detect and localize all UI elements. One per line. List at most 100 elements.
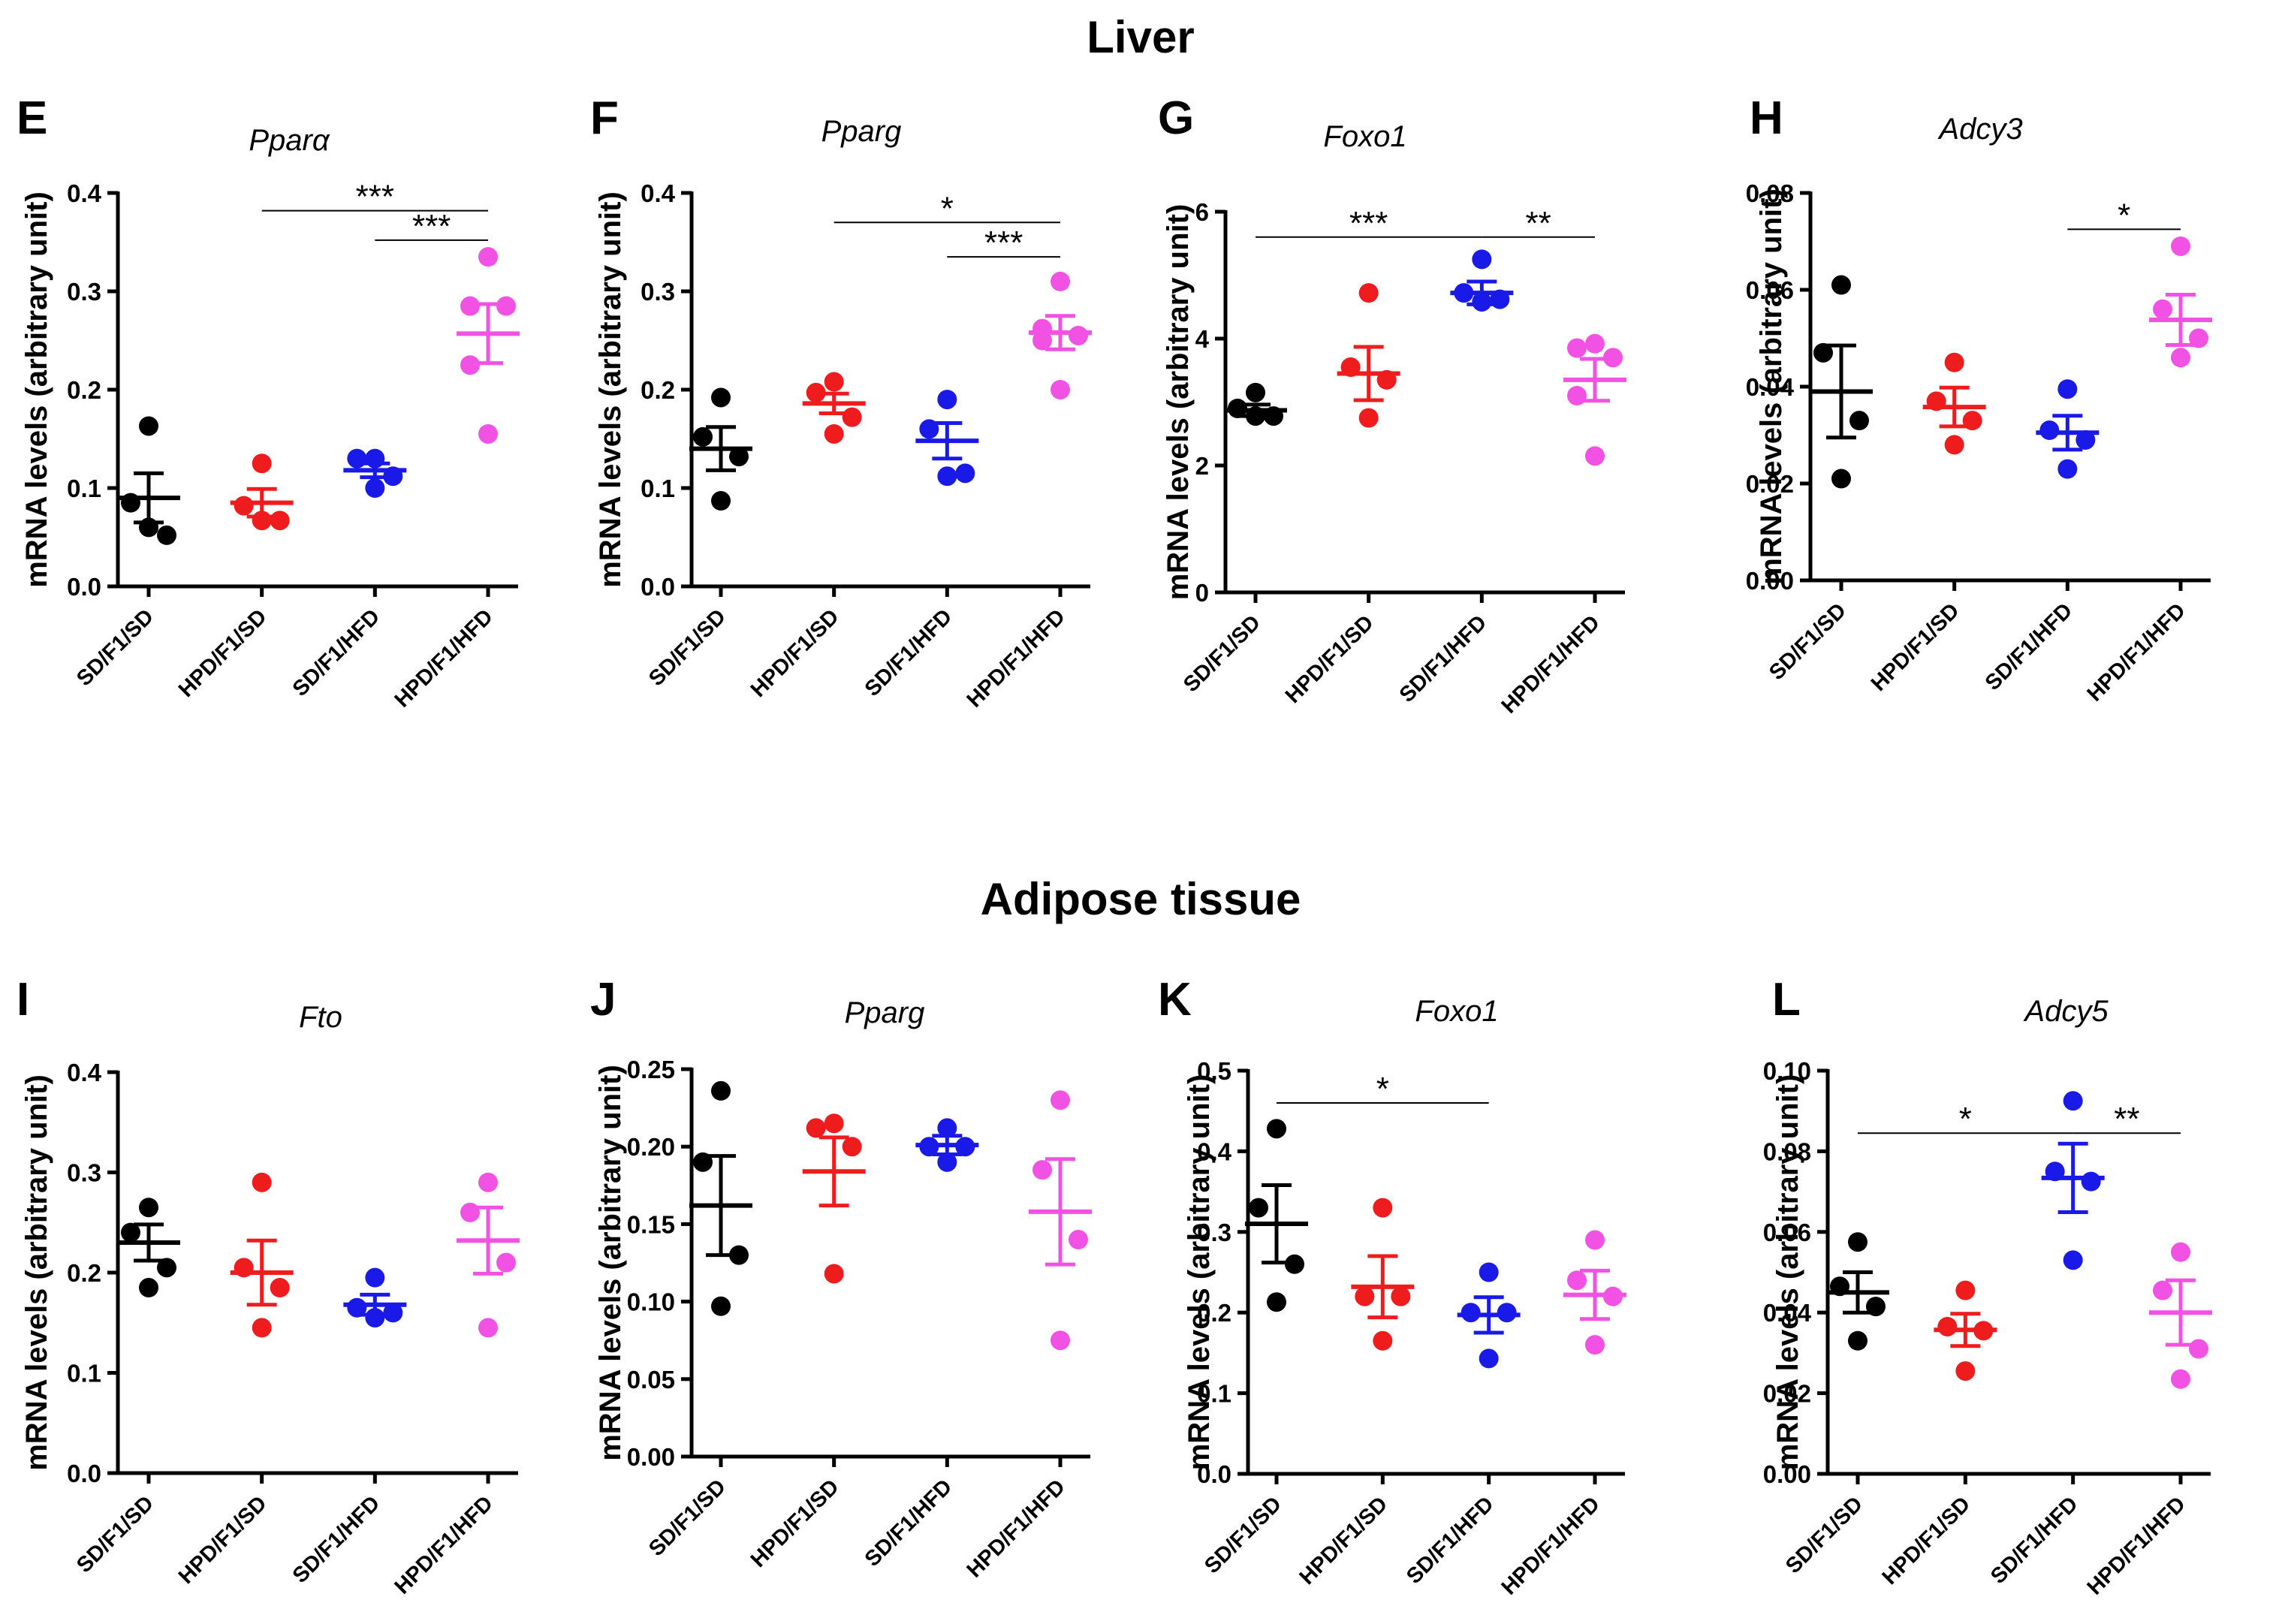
data-point bbox=[1069, 1230, 1088, 1250]
panel-letter: F bbox=[590, 92, 619, 144]
panel-G: G Foxo1 mRNA levels (arbitrary unit) 0 2 4 6 SD… bbox=[1158, 92, 1626, 719]
y-tick-label: 0.04 bbox=[1746, 373, 1795, 401]
significance-label: * bbox=[2118, 197, 2130, 234]
x-tick-label: HPD/F1/SD bbox=[1281, 610, 1379, 708]
y-tick-label: 0.1 bbox=[67, 1360, 101, 1387]
group-HPD/F1/SD bbox=[1337, 283, 1400, 428]
y-tick-label: 0.4 bbox=[67, 1059, 102, 1086]
panel-letter: H bbox=[1750, 92, 1783, 144]
panel-letter: K bbox=[1158, 974, 1192, 1026]
significance-label: * bbox=[1959, 1101, 1972, 1137]
data-point bbox=[2057, 459, 2078, 479]
data-point bbox=[1285, 1254, 1304, 1274]
y-tick-label: 0.5 bbox=[1197, 1057, 1231, 1085]
data-point bbox=[842, 407, 862, 427]
data-point bbox=[2081, 1171, 2101, 1192]
group-SD/F1/HFD bbox=[1450, 249, 1514, 312]
panel-letter: L bbox=[1772, 974, 1801, 1026]
data-point bbox=[711, 1296, 731, 1316]
y-tick-label: 0.0 bbox=[1197, 1460, 1231, 1488]
group-SD/F1/SD bbox=[117, 416, 180, 545]
data-point bbox=[1472, 249, 1492, 270]
y-tick-label: 0.3 bbox=[67, 1159, 101, 1187]
data-point bbox=[1373, 1330, 1393, 1351]
data-point bbox=[1567, 338, 1587, 358]
data-point bbox=[252, 453, 272, 474]
panel-title: Pparg bbox=[845, 996, 925, 1029]
data-point bbox=[1032, 330, 1052, 351]
x-tick-label: HPD/F1/SD bbox=[174, 1491, 272, 1589]
data-point bbox=[157, 525, 176, 545]
group-SD/F1/HFD bbox=[343, 1267, 407, 1328]
significance-label: *** bbox=[1349, 205, 1388, 242]
data-point bbox=[1585, 1335, 1605, 1355]
x-tick-label: HPD/F1/HFD bbox=[963, 1475, 1070, 1582]
y-tick-label: 0.00 bbox=[1746, 567, 1794, 595]
data-point bbox=[1246, 382, 1265, 402]
data-point bbox=[711, 491, 731, 511]
data-point bbox=[383, 1303, 403, 1323]
group-HPD/F1/SD bbox=[802, 1113, 866, 1284]
y-tick-label: 0.10 bbox=[1763, 1057, 1811, 1085]
group-HPD/F1/HFD bbox=[1563, 1230, 1626, 1355]
data-point bbox=[1069, 325, 1088, 345]
data-point bbox=[1497, 1303, 1517, 1323]
y-tick-label: 0.02 bbox=[1746, 470, 1794, 498]
x-tick-label: SD/F1/HFD bbox=[1402, 1492, 1499, 1589]
x-tick-label: HPD/F1/SD bbox=[174, 604, 272, 702]
panel-letter: I bbox=[17, 974, 29, 1026]
data-point bbox=[824, 423, 844, 444]
group-SD/F1/SD bbox=[1810, 275, 1873, 489]
group-HPD/F1/HFD bbox=[1563, 333, 1626, 466]
data-point bbox=[460, 296, 480, 316]
y-tick-label: 0.0 bbox=[67, 1460, 101, 1487]
significance-label: *** bbox=[356, 179, 394, 215]
y-tick-label: 0.00 bbox=[1763, 1460, 1811, 1488]
data-point bbox=[2063, 1250, 2083, 1270]
x-tick-label: SD/F1/HFD bbox=[861, 604, 957, 701]
y-tick-label: 0.2 bbox=[67, 1259, 101, 1287]
y-tick-label: 0.2 bbox=[641, 376, 675, 404]
group-HPD/F1/SD bbox=[1934, 1280, 1997, 1381]
y-tick-label: 0.08 bbox=[1746, 179, 1794, 207]
x-tick-label: HPD/F1/SD bbox=[746, 1475, 844, 1572]
group-HPD/F1/SD bbox=[230, 1172, 294, 1338]
data-point bbox=[937, 1152, 957, 1172]
x-tick-label: HPD/F1/SD bbox=[1295, 1492, 1393, 1589]
data-point bbox=[1831, 275, 1851, 295]
group-SD/F1/SD bbox=[689, 1080, 752, 1316]
data-point bbox=[1937, 1316, 1958, 1336]
y-axis-label: mRNA levels (arbitrary unit) bbox=[20, 191, 53, 588]
x-tick-label: HPD/F1/HFD bbox=[963, 604, 1070, 712]
panel-J: J Pparg mRNA levels (arbitrary unit) 0.00 0.… bbox=[590, 974, 1092, 1583]
data-point bbox=[1849, 411, 1869, 431]
y-tick-label: 0.02 bbox=[1763, 1380, 1811, 1408]
data-point bbox=[139, 1278, 158, 1298]
x-tick-label: SD/F1/HFD bbox=[861, 1475, 957, 1571]
x-tick-label: SD/F1/SD bbox=[1765, 598, 1851, 685]
group-SD/F1/HFD bbox=[343, 448, 407, 498]
data-point bbox=[1358, 283, 1379, 303]
group-SD/F1/SD bbox=[117, 1198, 180, 1298]
significance-label: ** bbox=[1526, 205, 1551, 242]
data-point bbox=[1267, 1119, 1286, 1139]
y-tick-label: 0.10 bbox=[627, 1288, 675, 1316]
data-point bbox=[1032, 1160, 1052, 1180]
data-point bbox=[1355, 1286, 1375, 1306]
group-SD/F1/SD bbox=[1245, 1119, 1308, 1312]
x-tick-label: HPD/F1/SD bbox=[746, 604, 844, 702]
data-point bbox=[1391, 1286, 1411, 1306]
data-point bbox=[842, 1137, 862, 1157]
x-tick-label: HPD/F1/SD bbox=[1867, 598, 1964, 696]
significance-label: *** bbox=[984, 224, 1023, 261]
significance-label: * bbox=[941, 190, 954, 227]
data-point bbox=[824, 1264, 844, 1284]
data-point bbox=[1585, 1230, 1605, 1250]
data-point bbox=[955, 463, 975, 484]
y-axis-label: mRNA levels (arbitrary unit) bbox=[20, 1074, 53, 1471]
data-point bbox=[1944, 435, 1964, 455]
group-SD/F1/HFD bbox=[1457, 1262, 1521, 1369]
data-point bbox=[729, 1245, 749, 1265]
y-axis-label: mRNA levels (arbitrary unit) bbox=[1162, 204, 1195, 601]
